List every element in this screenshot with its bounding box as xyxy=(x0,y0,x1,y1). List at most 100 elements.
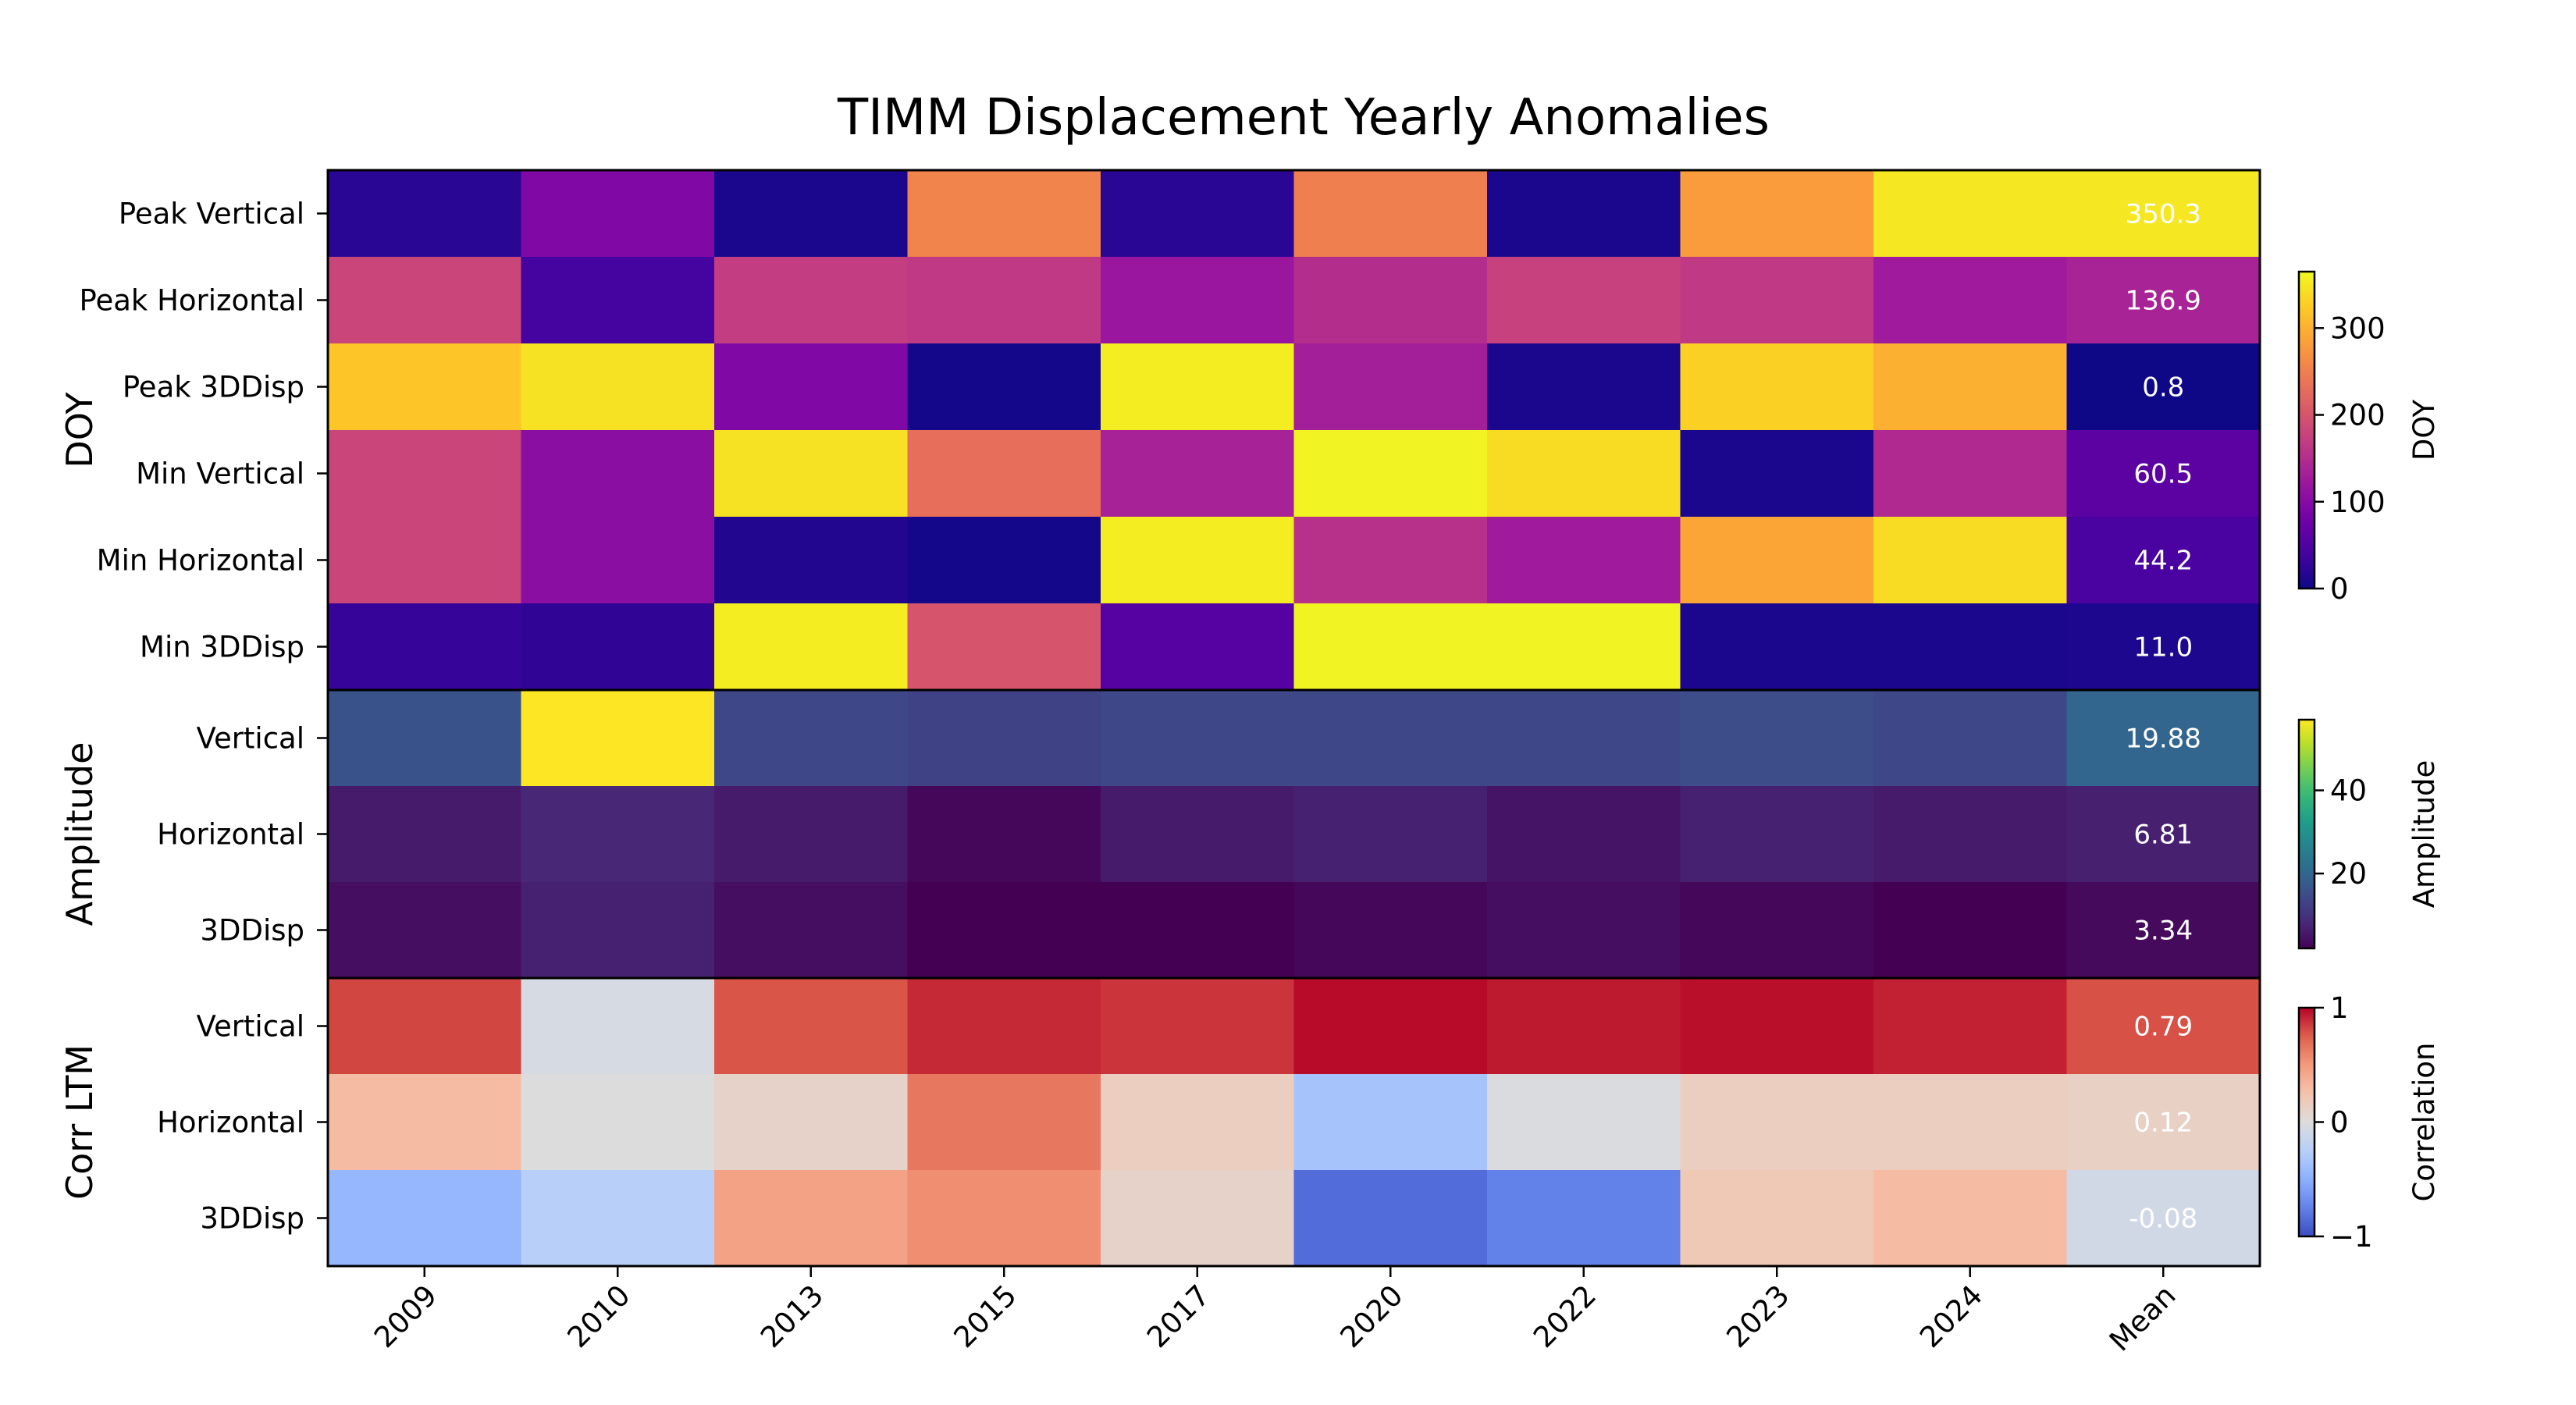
x-tick-label: 2022 xyxy=(1527,1279,1603,1354)
mean-annotation: 0.8 xyxy=(2142,372,2184,404)
colorbar-tick-label: 200 xyxy=(2330,399,2386,432)
heatmap-cell xyxy=(1293,978,1488,1075)
heatmap-cell xyxy=(2066,603,2261,691)
heatmap-cell xyxy=(1101,1170,1295,1267)
x-tick-label: 2023 xyxy=(1720,1279,1796,1354)
heatmap-cell xyxy=(907,430,1101,518)
heatmap-cell xyxy=(521,786,715,883)
heatmap-cell xyxy=(1101,170,1295,258)
heatmap-cell xyxy=(907,517,1101,604)
heatmap-cell xyxy=(1487,978,1681,1075)
colorbars: 0 100 200 300 DOY 20 40 Amplitude −1 0 1 Correlatio… xyxy=(2297,270,2441,1254)
heatmap-cell xyxy=(1293,1074,1488,1171)
heatmap-cell xyxy=(1487,603,1681,691)
heatmap-cell xyxy=(907,170,1101,258)
heatmap-cells xyxy=(328,170,2261,1267)
heatmap-cell xyxy=(1101,978,1295,1075)
heatmap-cell xyxy=(1873,1074,2068,1171)
heatmap-cell xyxy=(328,1074,522,1171)
heatmap-cell xyxy=(907,978,1101,1075)
x-tick-label: 2020 xyxy=(1334,1279,1410,1354)
heatmap-cell xyxy=(1680,1074,1874,1171)
heatmap-cell xyxy=(1680,603,1874,691)
heatmap-cell xyxy=(521,603,715,691)
heatmap-cell xyxy=(2066,430,2261,518)
colorbar-tick-label: 0 xyxy=(2330,572,2349,606)
heatmap-cell xyxy=(2066,978,2261,1075)
heatmap-cell xyxy=(1293,257,1488,344)
heatmap-cell xyxy=(2066,1170,2261,1267)
heatmap-cell xyxy=(1101,603,1295,691)
heatmap-cell xyxy=(1680,257,1874,344)
row-label: Peak Horizontal xyxy=(79,284,304,318)
heatmap-cell xyxy=(1873,690,2068,787)
row-label: Peak Vertical xyxy=(119,197,304,231)
heatmap-cell xyxy=(1680,978,1874,1075)
heatmap-cell xyxy=(1680,690,1874,787)
x-tick-label: 2017 xyxy=(1140,1279,1216,1354)
heatmap-cell xyxy=(907,690,1101,787)
heatmap-cell xyxy=(1487,1074,1681,1171)
heatmap-cell xyxy=(907,1074,1101,1171)
colorbar-tick-label: 1 xyxy=(2330,991,2349,1025)
heatmap-cell xyxy=(2066,1074,2261,1171)
mean-annotation: 350.3 xyxy=(2126,199,2201,230)
heatmap-cell xyxy=(1101,343,1295,431)
heatmap-cell xyxy=(328,257,522,344)
heatmap-cell xyxy=(328,170,522,258)
heatmap-cell xyxy=(1487,690,1681,787)
colorbar-tick-label: 40 xyxy=(2330,774,2367,808)
heatmap-cell xyxy=(1293,603,1488,691)
heatmap-cell xyxy=(521,343,715,431)
heatmap-cell xyxy=(1873,343,2068,431)
heatmap-cell xyxy=(328,517,522,604)
heatmap-cell xyxy=(1873,170,2068,258)
block-label: Corr LTM xyxy=(59,1044,101,1200)
chart-title: TIMM Displacement Yearly Anomalies xyxy=(837,89,1770,147)
heatmap-cell xyxy=(907,257,1101,344)
mean-annotation: 19.88 xyxy=(2126,724,2201,755)
heatmap-cell xyxy=(1873,978,2068,1075)
heatmap-cell xyxy=(1873,517,2068,604)
colorbar xyxy=(2297,718,2316,950)
heatmap-cell xyxy=(1487,343,1681,431)
mean-annotation: 0.79 xyxy=(2133,1012,2193,1043)
heatmap-cell xyxy=(1487,882,1681,979)
heatmap-cell xyxy=(714,690,909,787)
heatmap-cell xyxy=(521,882,715,979)
colorbar-label: DOY xyxy=(2407,400,2441,461)
heatmap-cell xyxy=(1680,882,1874,979)
x-tick-label: 2024 xyxy=(1913,1279,1989,1354)
heatmap-cell xyxy=(1680,786,1874,883)
mean-annotation: 60.5 xyxy=(2133,459,2193,490)
heatmap-cell xyxy=(907,882,1101,979)
heatmap-cell xyxy=(714,430,909,518)
heatmap-cell xyxy=(2066,343,2261,431)
heatmap-cell xyxy=(328,1170,522,1267)
heatmap-cell xyxy=(1873,1170,2068,1267)
heatmap-cell xyxy=(1101,257,1295,344)
heatmap-cell xyxy=(907,1170,1101,1267)
row-label: Min Horizontal xyxy=(97,544,304,578)
mean-annotation: 11.0 xyxy=(2133,632,2193,663)
heatmap-cell xyxy=(714,1170,909,1267)
heatmap-cell xyxy=(1873,786,2068,883)
heatmap-cell xyxy=(2066,517,2261,604)
row-label: Min 3DDisp xyxy=(140,631,304,664)
block-label: DOY xyxy=(59,391,101,468)
heatmap-cell xyxy=(714,517,909,604)
heatmap-frames xyxy=(317,169,2261,1277)
colorbar-tick-label: 20 xyxy=(2330,857,2367,891)
mean-annotation: 0.12 xyxy=(2133,1108,2193,1139)
heatmap-cell xyxy=(1293,690,1488,787)
heatmap-cell xyxy=(1873,257,2068,344)
heatmap-cell xyxy=(2066,882,2261,979)
heatmap-cell xyxy=(1680,430,1874,518)
heatmap-cell xyxy=(1293,1170,1488,1267)
heatmap-cell xyxy=(521,1074,715,1171)
heatmap-cell xyxy=(1101,1074,1295,1171)
heatmap-cell xyxy=(1680,517,1874,604)
heatmap-cell xyxy=(1293,517,1488,604)
heatmap-cell xyxy=(1101,430,1295,518)
